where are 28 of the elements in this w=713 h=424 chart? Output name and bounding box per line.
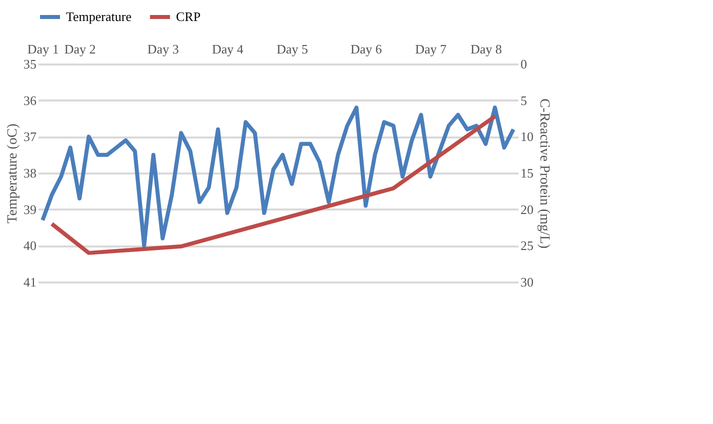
y2-tick-label: 0 xyxy=(520,56,527,72)
y-axis-title: Temperature (oC) xyxy=(6,123,20,224)
y2-tick-label: 15 xyxy=(520,166,534,180)
y2-tick-label: 30 xyxy=(520,274,534,290)
y-tick-label: 36 xyxy=(24,92,37,108)
x-tick-label: Day 8 xyxy=(470,42,502,56)
y2-tick-label: 5 xyxy=(520,92,527,108)
y-tick-label: 39 xyxy=(24,202,36,217)
y-tick-label: 41 xyxy=(24,274,36,290)
x-tick-label: Day 1 xyxy=(27,42,59,56)
line-series xyxy=(50,114,497,255)
x-tick-label: Day 7 xyxy=(415,42,448,56)
legend-label: Temperature xyxy=(66,9,132,24)
line-series xyxy=(40,106,516,248)
y2-tick-label: 20 xyxy=(520,202,534,217)
y-tick-label: 37 xyxy=(24,129,37,144)
y2-axis-title: C-Reactive Protein (mg/L) xyxy=(536,98,552,249)
y2-tick-label: 10 xyxy=(520,129,534,144)
x-tick-label: Day 5 xyxy=(276,42,308,56)
legend-label: CRP xyxy=(176,9,201,24)
x-tick-label: Day 4 xyxy=(212,42,244,56)
y-tick-label: 38 xyxy=(24,166,36,180)
y-tick-label: 35 xyxy=(24,56,36,72)
y2-tick-label: 25 xyxy=(520,238,534,254)
x-tick-label: Day 6 xyxy=(350,42,382,56)
x-tick-label: Day 2 xyxy=(64,42,96,56)
y-tick-label: 40 xyxy=(24,238,36,254)
x-tick-label: Day 3 xyxy=(147,42,179,56)
